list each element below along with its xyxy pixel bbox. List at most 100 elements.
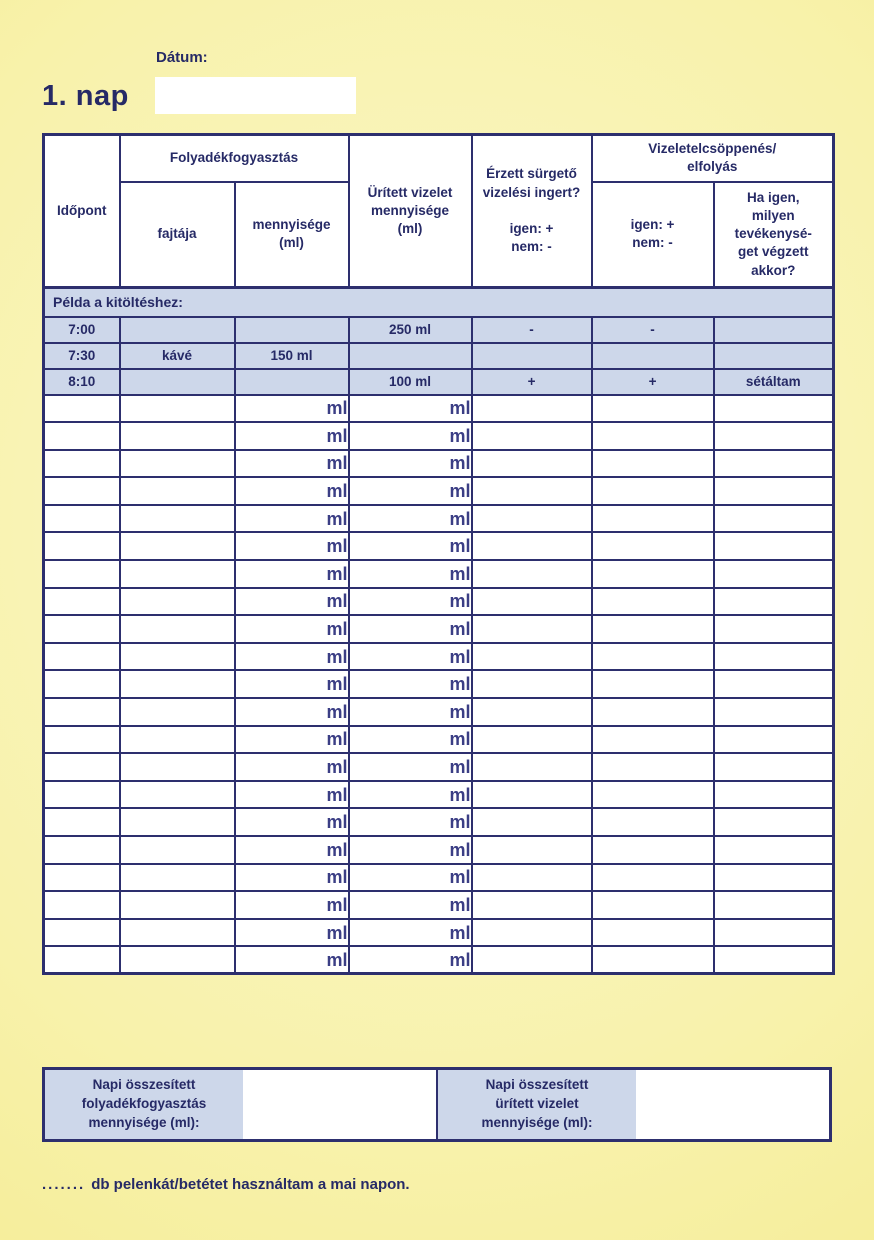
entry-cell-urine[interactable]: ml <box>347 586 473 617</box>
entry-cell-urine[interactable]: ml <box>347 614 473 644</box>
entry-cell-fluid_type[interactable] <box>118 614 236 644</box>
entry-cell-activity[interactable] <box>712 752 835 782</box>
entry-cell-fluid_amount[interactable]: ml <box>233 421 350 451</box>
urine-total-input[interactable] <box>636 1070 829 1139</box>
entry-cell-urgency[interactable] <box>470 559 593 589</box>
entry-cell-urine[interactable]: ml <box>347 862 473 893</box>
entry-cell-fluid_amount[interactable]: ml <box>233 614 350 644</box>
entry-cell-fluid_type[interactable] <box>118 697 236 727</box>
entry-cell-fluid_type[interactable] <box>118 476 236 506</box>
entry-cell-fluid_amount[interactable]: ml <box>233 752 350 782</box>
entry-cell-urgency[interactable] <box>470 890 593 920</box>
entry-cell-activity[interactable] <box>712 421 835 451</box>
entry-cell-urgency[interactable] <box>470 448 593 479</box>
entry-cell-leak[interactable] <box>590 503 715 534</box>
entry-cell-urine[interactable]: ml <box>347 559 473 589</box>
entry-cell-fluid_type[interactable] <box>118 531 236 562</box>
entry-cell-time[interactable] <box>42 945 121 975</box>
entry-cell-urgency[interactable] <box>470 531 593 562</box>
entry-cell-fluid_amount[interactable]: ml <box>233 862 350 893</box>
entry-cell-fluid_type[interactable] <box>118 724 236 755</box>
entry-cell-urgency[interactable] <box>470 835 593 865</box>
entry-cell-urine[interactable]: ml <box>347 835 473 865</box>
entry-cell-time[interactable] <box>42 862 121 893</box>
entry-cell-time[interactable] <box>42 531 121 562</box>
date-input[interactable] <box>155 77 356 114</box>
entry-cell-time[interactable] <box>42 669 121 700</box>
entry-cell-fluid_amount[interactable]: ml <box>233 393 350 424</box>
entry-cell-activity[interactable] <box>712 559 835 589</box>
entry-cell-urine[interactable]: ml <box>347 448 473 479</box>
entry-cell-fluid_type[interactable] <box>118 641 236 672</box>
entry-cell-leak[interactable] <box>590 807 715 837</box>
entry-cell-leak[interactable] <box>590 448 715 479</box>
entry-cell-fluid_type[interactable] <box>118 862 236 893</box>
entry-cell-urine[interactable]: ml <box>347 641 473 672</box>
entry-cell-fluid_type[interactable] <box>118 448 236 479</box>
entry-cell-fluid_amount[interactable]: ml <box>233 669 350 700</box>
entry-cell-fluid_amount[interactable]: ml <box>233 779 350 810</box>
entry-cell-fluid_type[interactable] <box>118 752 236 782</box>
entry-cell-activity[interactable] <box>712 807 835 837</box>
entry-cell-time[interactable] <box>42 697 121 727</box>
entry-cell-activity[interactable] <box>712 835 835 865</box>
entry-cell-time[interactable] <box>42 448 121 479</box>
entry-cell-leak[interactable] <box>590 669 715 700</box>
entry-cell-time[interactable] <box>42 779 121 810</box>
entry-cell-fluid_amount[interactable]: ml <box>233 448 350 479</box>
entry-cell-fluid_amount[interactable]: ml <box>233 835 350 865</box>
entry-cell-activity[interactable] <box>712 890 835 920</box>
entry-cell-fluid_amount[interactable]: ml <box>233 476 350 506</box>
entry-cell-time[interactable] <box>42 752 121 782</box>
entry-cell-activity[interactable] <box>712 779 835 810</box>
entry-cell-urine[interactable]: ml <box>347 807 473 837</box>
entry-cell-time[interactable] <box>42 917 121 948</box>
entry-cell-fluid_type[interactable] <box>118 393 236 424</box>
entry-cell-activity[interactable] <box>712 586 835 617</box>
fluid-total-input[interactable] <box>243 1070 436 1139</box>
entry-cell-urgency[interactable] <box>470 641 593 672</box>
entry-cell-time[interactable] <box>42 393 121 424</box>
entry-cell-urgency[interactable] <box>470 669 593 700</box>
entry-cell-fluid_type[interactable] <box>118 835 236 865</box>
entry-cell-urgency[interactable] <box>470 586 593 617</box>
entry-cell-urine[interactable]: ml <box>347 890 473 920</box>
entry-cell-leak[interactable] <box>590 641 715 672</box>
entry-cell-activity[interactable] <box>712 669 835 700</box>
entry-cell-urgency[interactable] <box>470 724 593 755</box>
entry-cell-activity[interactable] <box>712 531 835 562</box>
entry-cell-time[interactable] <box>42 421 121 451</box>
entry-cell-fluid_type[interactable] <box>118 586 236 617</box>
entry-cell-activity[interactable] <box>712 697 835 727</box>
entry-cell-urgency[interactable] <box>470 393 593 424</box>
entry-cell-leak[interactable] <box>590 862 715 893</box>
entry-cell-leak[interactable] <box>590 917 715 948</box>
entry-cell-fluid_type[interactable] <box>118 890 236 920</box>
entry-cell-leak[interactable] <box>590 476 715 506</box>
entry-cell-fluid_amount[interactable]: ml <box>233 586 350 617</box>
entry-cell-time[interactable] <box>42 641 121 672</box>
entry-cell-leak[interactable] <box>590 393 715 424</box>
entry-cell-time[interactable] <box>42 807 121 837</box>
entry-cell-activity[interactable] <box>712 917 835 948</box>
entry-cell-leak[interactable] <box>590 531 715 562</box>
entry-cell-urine[interactable]: ml <box>347 503 473 534</box>
entry-cell-leak[interactable] <box>590 779 715 810</box>
entry-cell-fluid_type[interactable] <box>118 421 236 451</box>
entry-cell-activity[interactable] <box>712 614 835 644</box>
entry-cell-leak[interactable] <box>590 835 715 865</box>
entry-cell-urine[interactable]: ml <box>347 724 473 755</box>
entry-cell-urine[interactable]: ml <box>347 421 473 451</box>
entry-cell-fluid_amount[interactable]: ml <box>233 724 350 755</box>
entry-cell-activity[interactable] <box>712 862 835 893</box>
entry-cell-urgency[interactable] <box>470 476 593 506</box>
entry-cell-fluid_amount[interactable]: ml <box>233 807 350 837</box>
entry-cell-fluid_amount[interactable]: ml <box>233 917 350 948</box>
entry-cell-fluid_amount[interactable]: ml <box>233 697 350 727</box>
entry-cell-activity[interactable] <box>712 393 835 424</box>
entry-cell-urgency[interactable] <box>470 752 593 782</box>
entry-cell-time[interactable] <box>42 835 121 865</box>
entry-cell-urgency[interactable] <box>470 779 593 810</box>
entry-cell-time[interactable] <box>42 503 121 534</box>
entry-cell-leak[interactable] <box>590 945 715 975</box>
